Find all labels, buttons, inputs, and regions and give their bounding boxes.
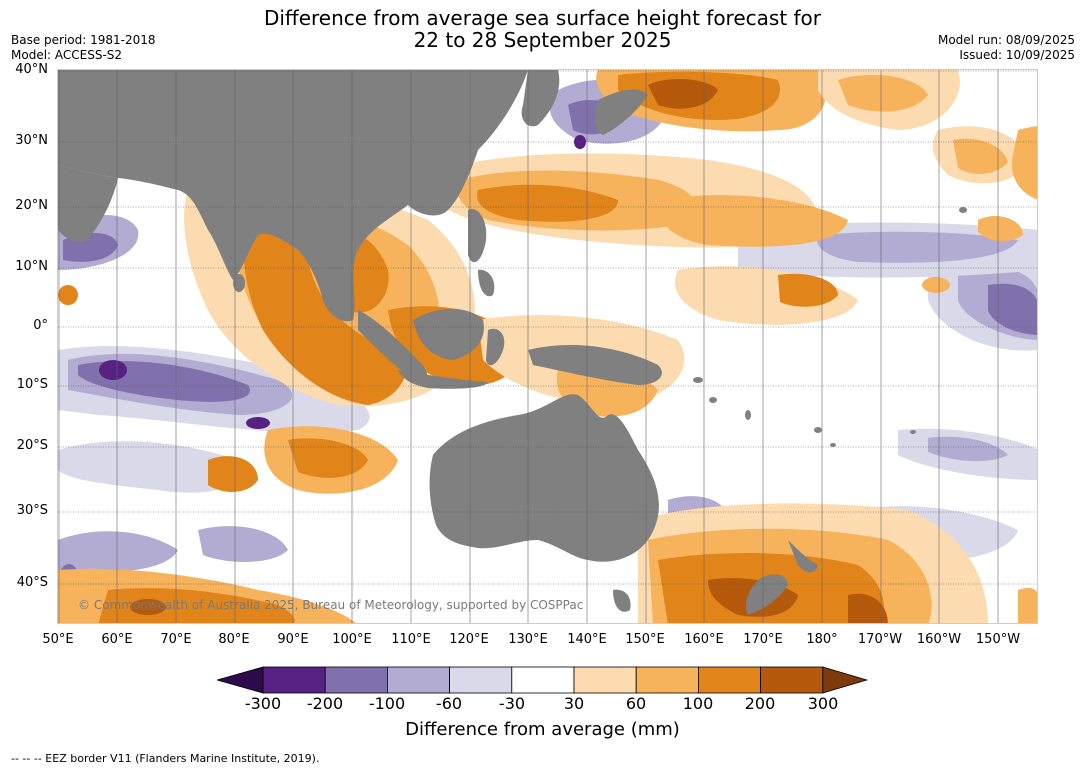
lon-label: 170°E (743, 632, 783, 647)
colorbar-tick: -100 (368, 694, 406, 713)
base-period: Base period: 1981-2018 (11, 33, 156, 47)
map-canvas (58, 70, 1037, 623)
colorbar (217, 666, 869, 694)
lon-label: 150°E (625, 632, 665, 647)
lon-label: 60°E (101, 632, 133, 647)
model-info: Base period: 1981-2018 Model: ACCESS-S2 (11, 33, 156, 63)
colorbar-tick: -60 (435, 694, 463, 713)
colorbar-segment (449, 666, 513, 694)
map-panel: © Commonwealth of Australia 2025, Bureau… (57, 69, 1038, 624)
colorbar-label: Difference from average (mm) (405, 719, 680, 740)
colorbar-tick: -300 (244, 694, 282, 713)
lat-label: 40°N (15, 62, 48, 77)
lat-label: 20°N (15, 198, 48, 213)
colorbar-segment (697, 666, 761, 694)
lon-label: 150°W (975, 632, 1021, 647)
copyright-notice: © Commonwealth of Australia 2025, Bureau… (78, 598, 584, 612)
meridians (58, 70, 999, 623)
lat-label: 0° (33, 318, 48, 333)
colorbar-tick: 60 (625, 694, 647, 713)
lon-label: 130°E (508, 632, 548, 647)
colorbar-tick: -30 (498, 694, 526, 713)
map-title-line2: 22 to 28 September 2025 (413, 28, 672, 52)
graticule (58, 70, 1037, 585)
lat-label: 10°N (15, 259, 48, 274)
lon-label: 120°E (449, 632, 489, 647)
colorbar-segment (511, 666, 575, 694)
colorbar-tick: 100 (682, 694, 714, 713)
colorbar-segment (635, 666, 699, 694)
lon-label: 160°W (916, 632, 962, 647)
colorbar-segment (573, 666, 637, 694)
issued-date: Issued: 10/09/2025 (959, 48, 1075, 62)
lon-label: 110°E (391, 632, 431, 647)
model-name: Model: ACCESS-S2 (11, 48, 123, 62)
lon-label: 90°E (277, 632, 309, 647)
map-title-line1: Difference from average sea surface heig… (263, 6, 822, 30)
lon-label: 160°E (684, 632, 724, 647)
lat-label: 30°N (15, 133, 48, 148)
colorbar-max-arrow (822, 666, 869, 694)
colorbar-min-arrow (217, 666, 264, 694)
colorbar-segment (760, 666, 824, 694)
lat-label: 20°S (16, 438, 48, 453)
lat-label: 30°S (16, 503, 48, 518)
lon-label: 80°E (218, 632, 250, 647)
lat-label: 10°S (16, 377, 48, 392)
lon-label: 100°E (332, 632, 372, 647)
lon-label: 170°W (857, 632, 903, 647)
lon-label: 180° (806, 632, 838, 647)
lon-label: 50°E (42, 632, 74, 647)
model-run-date: Model run: 08/09/2025 (937, 33, 1075, 47)
colorbar-tick: 300 (807, 694, 839, 713)
colorbar-segment (324, 666, 388, 694)
colorbar-tick: 30 (563, 694, 585, 713)
lat-label: 40°S (16, 575, 48, 590)
lon-label: 70°E (160, 632, 192, 647)
eez-legend-note: -- -- -- EEZ border V11 (Flanders Marine… (11, 752, 320, 765)
colorbar-tick: 200 (744, 694, 776, 713)
colorbar-tick: -200 (306, 694, 344, 713)
colorbar-segment (262, 666, 326, 694)
colorbar-segment (386, 666, 450, 694)
lon-label: 140°E (567, 632, 607, 647)
run-info: Model run: 08/09/2025 Issued: 10/09/2025 (938, 33, 1075, 63)
